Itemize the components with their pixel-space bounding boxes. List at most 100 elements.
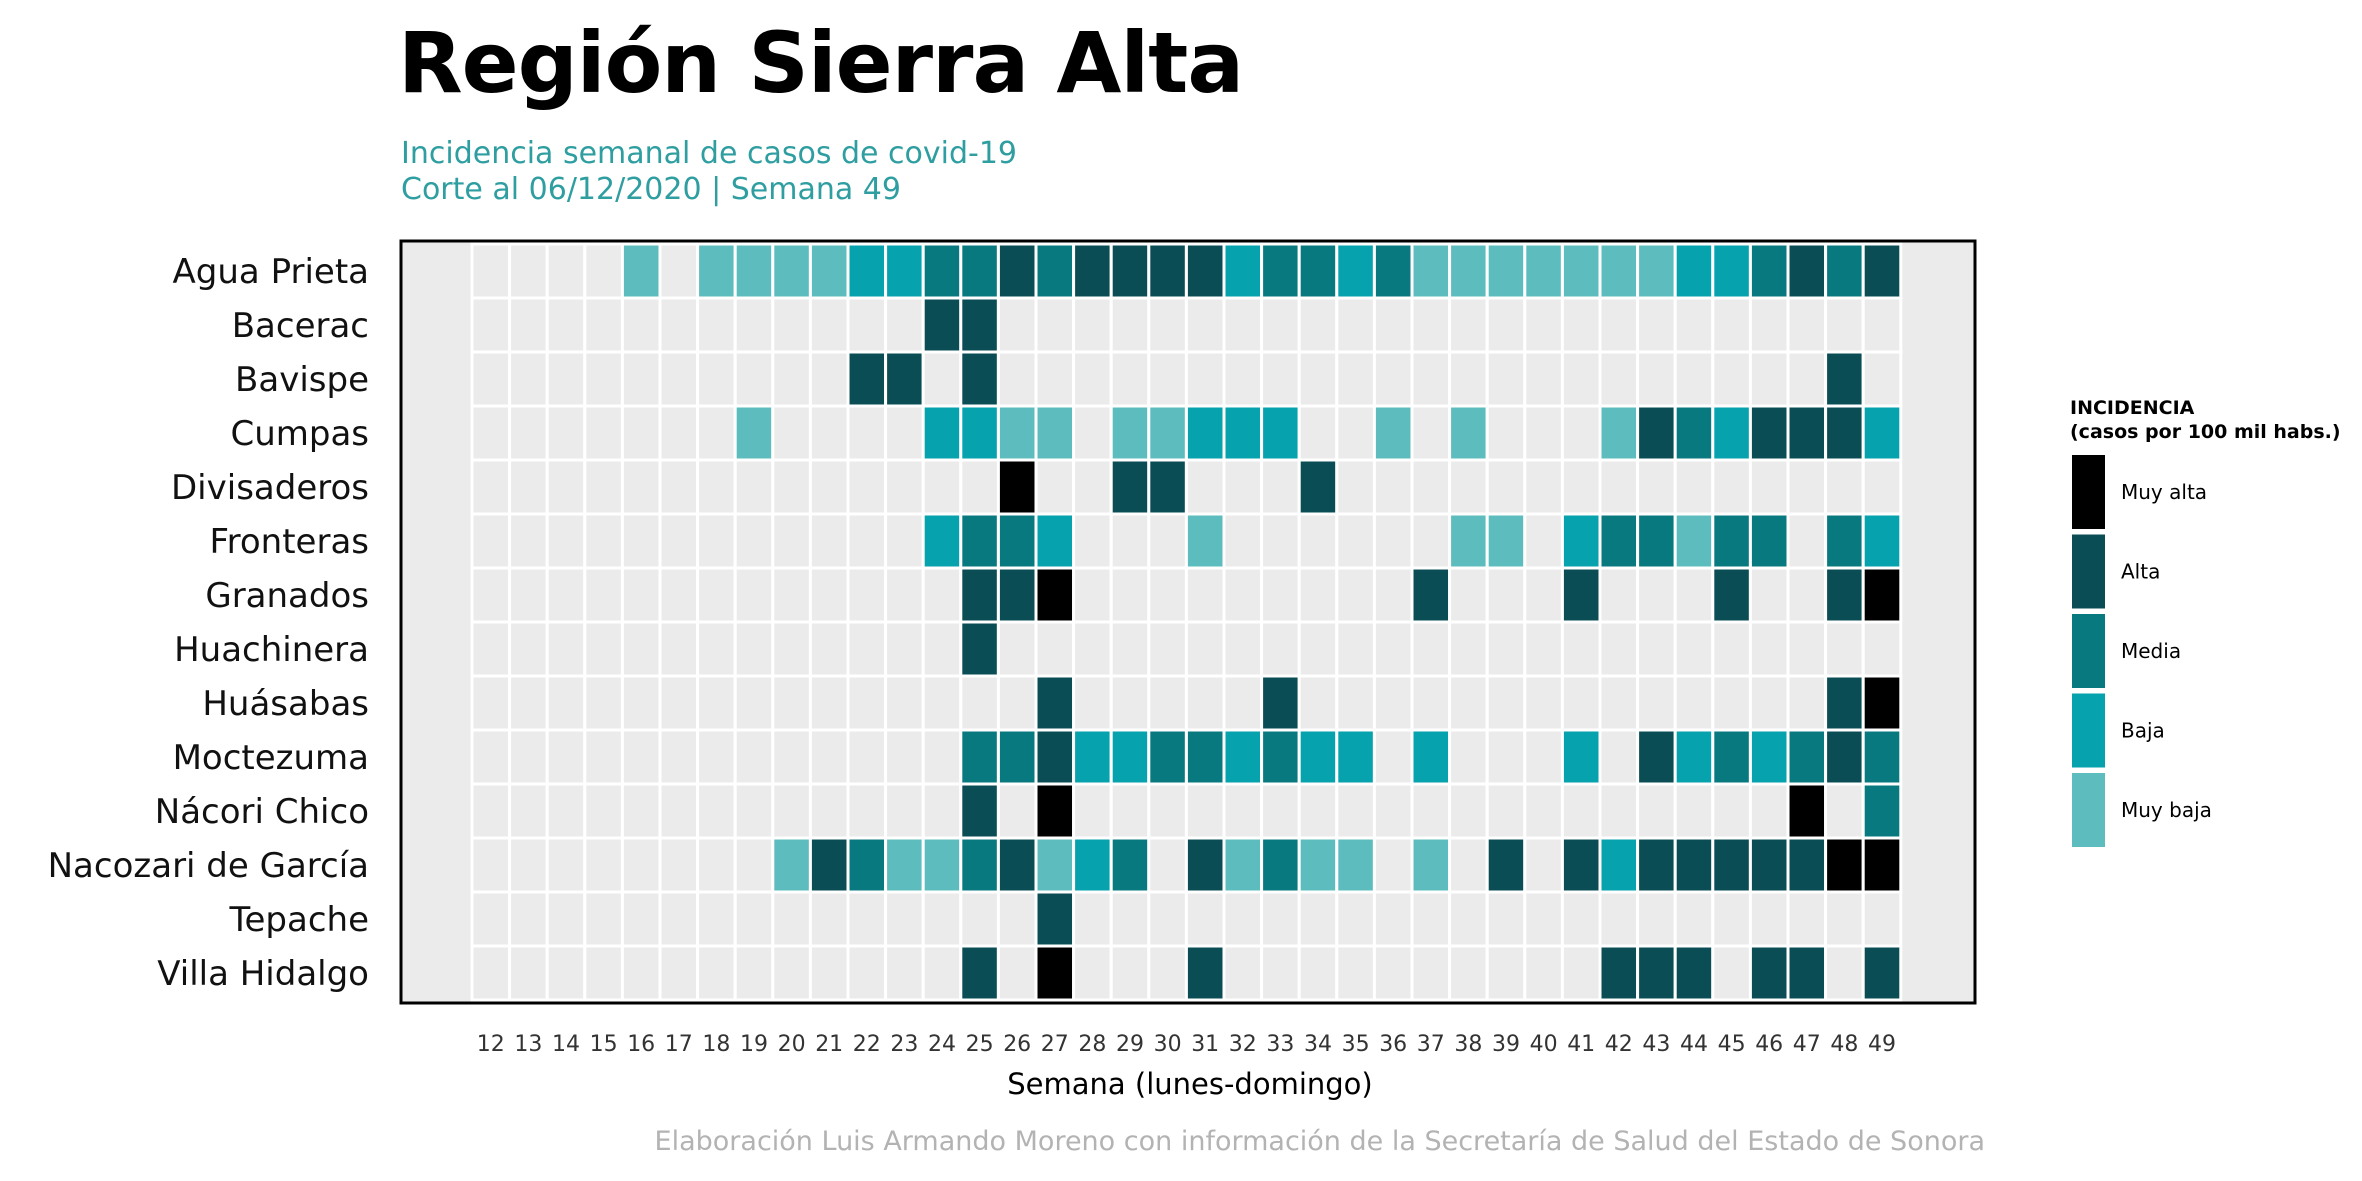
heatmap-cell-empty: [1372, 674, 1414, 732]
heatmap-cell-empty: [620, 944, 662, 1002]
heatmap-cell-alta: [1673, 944, 1715, 1002]
heatmap-cell-empty: [1523, 728, 1564, 786]
heatmap-cell-empty: [1335, 296, 1376, 354]
heatmap-cell-empty: [808, 890, 850, 948]
y-tick-label: Granados: [205, 576, 369, 616]
heatmap-cell-baja: [1072, 836, 1113, 894]
y-tick-label: Divisaderos: [171, 468, 369, 508]
heatmap-cell-empty: [1861, 620, 1903, 678]
heatmap-cell-empty: [808, 350, 850, 408]
heatmap-cell-empty: [1184, 620, 1226, 678]
legend-label: Muy alta: [2121, 480, 2207, 504]
heatmap-cell-empty: [1372, 836, 1414, 894]
heatmap-cell-baja: [1034, 512, 1076, 570]
x-tick-label: 33: [1266, 1032, 1294, 1057]
y-tick-label: Cumpas: [230, 414, 369, 454]
heatmap-cell-baja: [921, 404, 963, 462]
heatmap-cell-empty: [1485, 458, 1527, 516]
heatmap-cell-empty: [1861, 890, 1903, 948]
heatmap-cell-baja: [1260, 404, 1301, 462]
heatmap-cell-empty: [1448, 566, 1489, 624]
heatmap-cell-alta: [1184, 836, 1226, 894]
heatmap-cell-empty: [884, 674, 925, 732]
heatmap-cell-empty: [508, 728, 549, 786]
heatmap-cell-empty: [470, 620, 512, 678]
heatmap-cell-empty: [583, 944, 624, 1002]
heatmap-cell-muy-baja: [771, 836, 812, 894]
y-tick-label: Bacerac: [232, 306, 369, 346]
heatmap-cell-empty: [1147, 674, 1188, 732]
heatmap-cell-empty: [620, 350, 662, 408]
heatmap-cell-empty: [1448, 674, 1489, 732]
heatmap-cell-empty: [1297, 296, 1339, 354]
heatmap-cell-empty: [884, 404, 925, 462]
x-tick-label: 28: [1078, 1032, 1106, 1057]
chart-caption: Elaboración Luis Armando Moreno con info…: [654, 1126, 1985, 1157]
chart-subtitle: Incidencia semanal de casos de covid-19: [401, 136, 1017, 171]
heatmap-cell-empty: [1485, 728, 1527, 786]
heatmap-cell-empty: [733, 350, 775, 408]
heatmap-cell-baja: [846, 242, 888, 300]
heatmap-cell-empty: [1523, 512, 1564, 570]
heatmap-cell-muy-baja: [771, 242, 812, 300]
heatmap-cell-media: [846, 836, 888, 894]
heatmap-cell-empty: [1448, 620, 1489, 678]
heatmap-cell-empty: [1147, 296, 1188, 354]
heatmap-cell-empty: [733, 728, 775, 786]
heatmap-cell-empty: [1147, 620, 1188, 678]
heatmap-cell-empty: [959, 458, 1000, 516]
heatmap-cell-empty: [1147, 350, 1188, 408]
heatmap-cell-empty: [470, 890, 512, 948]
legend-label: Media: [2121, 639, 2181, 663]
legend-label: Muy baja: [2121, 798, 2212, 822]
heatmap-cell-empty: [1109, 296, 1151, 354]
heatmap-cell-alta: [1034, 728, 1076, 786]
heatmap-cell-empty: [1523, 350, 1564, 408]
heatmap-cell-baja: [1410, 728, 1452, 786]
heatmap-cell-empty: [1372, 890, 1414, 948]
heatmap-cell-empty: [884, 296, 925, 354]
heatmap-cell-empty: [1222, 620, 1264, 678]
heatmap-cell-empty: [658, 296, 700, 354]
heatmap-cell-empty: [1372, 350, 1414, 408]
heatmap-cell-empty: [696, 782, 737, 840]
heatmap-cell-empty: [1786, 512, 1828, 570]
heatmap-cell-alta: [1485, 836, 1527, 894]
heatmap-cell-empty: [696, 620, 737, 678]
legend-swatch: [2072, 614, 2105, 688]
heatmap-cell-empty: [470, 458, 512, 516]
legend-label: Baja: [2121, 719, 2165, 743]
heatmap-cell-empty: [1598, 890, 1640, 948]
heatmap-cell-empty: [1786, 350, 1828, 408]
heatmap-cell-empty: [1786, 458, 1828, 516]
x-axis-ticks: 12 13 14 15 16 17 18 19 20 21 22 23 24 25 26 27 28 29 30 31…: [477, 1032, 1896, 1057]
x-tick-label: 41: [1567, 1032, 1595, 1057]
heatmap-cell-empty: [583, 728, 624, 786]
heatmap-cell-empty: [1109, 674, 1151, 732]
heatmap-cell-empty: [1297, 674, 1339, 732]
heatmap-cell-empty: [1560, 674, 1602, 732]
heatmap-cell-empty: [1711, 350, 1752, 408]
heatmap-cell-empty: [1260, 296, 1301, 354]
heatmap-cell-empty: [1786, 620, 1828, 678]
heatmap-cell-empty: [1222, 296, 1264, 354]
heatmap-cell-empty: [1222, 566, 1264, 624]
heatmap-cell-empty: [620, 566, 662, 624]
heatmap-cell-empty: [696, 890, 737, 948]
heatmap-cell-empty: [1034, 620, 1076, 678]
heatmap-cell-empty: [1260, 350, 1301, 408]
heatmap-cell-empty: [508, 512, 549, 570]
heatmap-cell-alta: [1824, 728, 1865, 786]
heatmap-cell-empty: [620, 620, 662, 678]
heatmap-cell-empty: [1109, 782, 1151, 840]
heatmap-cell-empty: [921, 458, 963, 516]
heatmap-cell-empty: [696, 350, 737, 408]
heatmap-cell-empty: [1222, 458, 1264, 516]
heatmap-cell-empty: [733, 890, 775, 948]
heatmap-cell-empty: [1410, 404, 1452, 462]
heatmap-cell-alta: [1786, 944, 1828, 1002]
heatmap-cell-empty: [1448, 728, 1489, 786]
y-tick-label: Villa Hidalgo: [157, 954, 369, 994]
x-tick-label: 20: [778, 1032, 806, 1057]
heatmap-cell-empty: [1711, 620, 1752, 678]
